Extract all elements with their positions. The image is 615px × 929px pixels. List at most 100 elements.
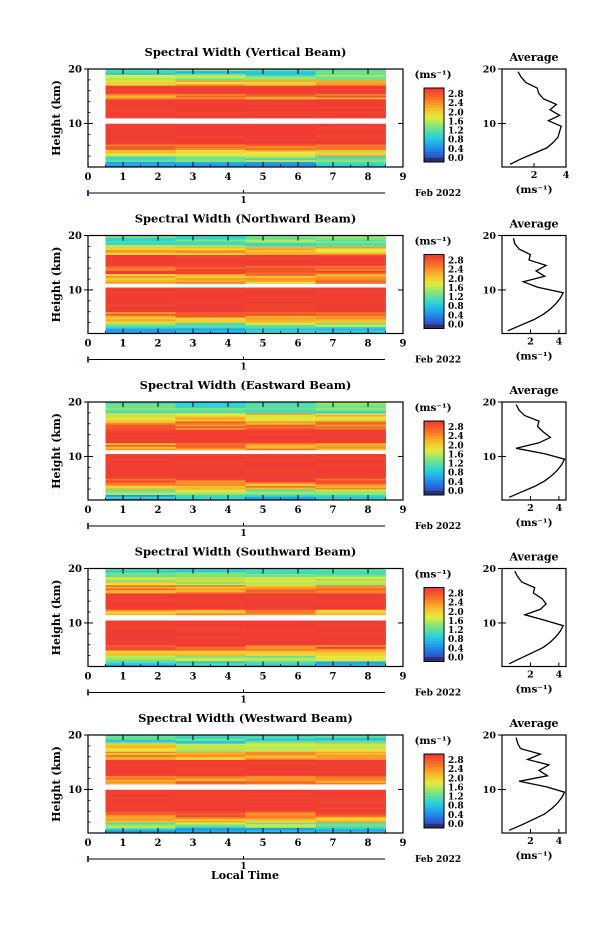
heat-cell bbox=[315, 448, 386, 451]
heat-cell bbox=[175, 588, 246, 591]
colorbar-tick-label: 2.4 bbox=[448, 765, 464, 775]
heat-cell bbox=[315, 281, 386, 284]
heat-cell bbox=[245, 814, 316, 818]
heat-cell bbox=[245, 441, 316, 444]
date-label: Feb 2022 bbox=[415, 189, 461, 199]
heat-cell bbox=[315, 465, 386, 469]
heat-cell bbox=[175, 775, 246, 778]
heat-cell bbox=[175, 142, 246, 145]
heat-cell bbox=[315, 439, 386, 442]
y-tick-label: 20 bbox=[68, 65, 82, 76]
heat-cell bbox=[105, 814, 176, 818]
heat-cell bbox=[175, 261, 246, 265]
heat-cell bbox=[105, 746, 176, 749]
heat-cell bbox=[175, 584, 246, 587]
gap-band bbox=[105, 451, 386, 455]
heat-cell bbox=[175, 79, 246, 83]
heat-cell bbox=[105, 414, 176, 417]
heat-cell bbox=[105, 422, 176, 425]
heat-cell bbox=[315, 825, 386, 828]
heat-cell bbox=[245, 328, 316, 331]
colorbar-tick-label: 0.8 bbox=[448, 302, 464, 312]
avg-y-tick-label: 20 bbox=[483, 398, 497, 409]
heat-cell bbox=[315, 754, 386, 757]
heat-cell bbox=[105, 76, 176, 79]
heat-cell bbox=[315, 240, 386, 244]
colorbar-cell bbox=[424, 127, 444, 131]
panel-4: Spectral Width (Southward Beam) 0 1 2 3 4 5 6 7 8… bbox=[50, 545, 567, 706]
heat-cell bbox=[175, 308, 246, 311]
heat-cell bbox=[245, 494, 316, 497]
heat-cell bbox=[245, 630, 316, 633]
y-axis-label: Height (km) bbox=[50, 80, 63, 156]
heat-cell bbox=[245, 154, 316, 157]
heat-cell bbox=[175, 405, 246, 408]
colorbar-cell bbox=[424, 443, 444, 447]
heat-cell bbox=[245, 268, 316, 271]
heat-cell bbox=[245, 313, 316, 316]
colorbar-cell bbox=[424, 276, 444, 280]
heat-cell bbox=[245, 326, 316, 329]
heat-cell bbox=[105, 777, 176, 780]
colorbar-cell bbox=[424, 604, 444, 608]
heat-cell bbox=[245, 290, 316, 293]
heat-cell bbox=[175, 111, 246, 114]
heat-cell bbox=[245, 644, 316, 647]
heat-cell bbox=[315, 820, 386, 823]
colorbar-tick-label: 2.0 bbox=[448, 275, 464, 285]
heat-cell bbox=[315, 144, 386, 147]
heat-cell bbox=[315, 88, 386, 91]
heat-cell bbox=[175, 263, 246, 266]
heat-cell bbox=[105, 74, 176, 77]
heat-cell bbox=[315, 129, 386, 133]
heat-cell bbox=[315, 432, 386, 435]
x-tick-label: 2 bbox=[155, 339, 162, 350]
heatmap bbox=[105, 69, 386, 168]
avg-y-tick-label: 10 bbox=[483, 618, 497, 629]
heat-cell bbox=[245, 258, 316, 261]
colorbar-cell bbox=[424, 609, 444, 613]
x-tick-label: 5 bbox=[260, 339, 267, 350]
colorbar-unit: (ms⁻¹) bbox=[414, 735, 451, 747]
heat-cell bbox=[105, 798, 176, 801]
colorbar-cell bbox=[424, 129, 444, 133]
heat-cell bbox=[245, 650, 316, 653]
heat-cell bbox=[245, 434, 316, 437]
colorbar-cell bbox=[424, 617, 444, 621]
average-title: Average bbox=[508, 384, 558, 397]
heat-cell bbox=[315, 460, 386, 463]
heat-cell bbox=[175, 489, 246, 492]
colorbar-cell bbox=[424, 289, 444, 292]
heat-cell bbox=[315, 268, 386, 271]
heat-cell bbox=[105, 621, 176, 625]
heat-cell bbox=[175, 827, 246, 830]
heat-cell bbox=[245, 625, 316, 628]
heat-cell bbox=[175, 625, 246, 628]
heat-cell bbox=[175, 407, 246, 410]
colorbar-cell bbox=[424, 587, 444, 591]
heat-cell bbox=[105, 275, 176, 278]
heat-cell bbox=[315, 813, 386, 816]
heat-cell bbox=[245, 254, 316, 257]
heat-cell bbox=[105, 635, 176, 639]
heat-cell bbox=[315, 156, 386, 159]
heat-cell bbox=[175, 254, 246, 257]
heat-cell bbox=[315, 317, 386, 320]
heat-cell bbox=[105, 605, 176, 608]
heat-cell bbox=[175, 437, 246, 440]
heat-cell bbox=[175, 770, 246, 773]
heat-cell bbox=[315, 279, 386, 282]
heat-cell bbox=[315, 469, 386, 472]
heat-cell bbox=[245, 248, 316, 251]
heat-cell bbox=[175, 444, 246, 447]
heat-cell bbox=[175, 83, 246, 86]
gap-band bbox=[105, 119, 386, 122]
heat-cell bbox=[315, 453, 386, 456]
heat-cell bbox=[175, 326, 246, 329]
heat-cell bbox=[245, 429, 316, 432]
average-panel: Average 2 4 10 20 (ms⁻¹) bbox=[483, 218, 567, 363]
heat-cell bbox=[105, 249, 176, 252]
heat-cell bbox=[315, 620, 386, 623]
heat-cell bbox=[315, 275, 386, 278]
heat-cell bbox=[315, 494, 386, 497]
